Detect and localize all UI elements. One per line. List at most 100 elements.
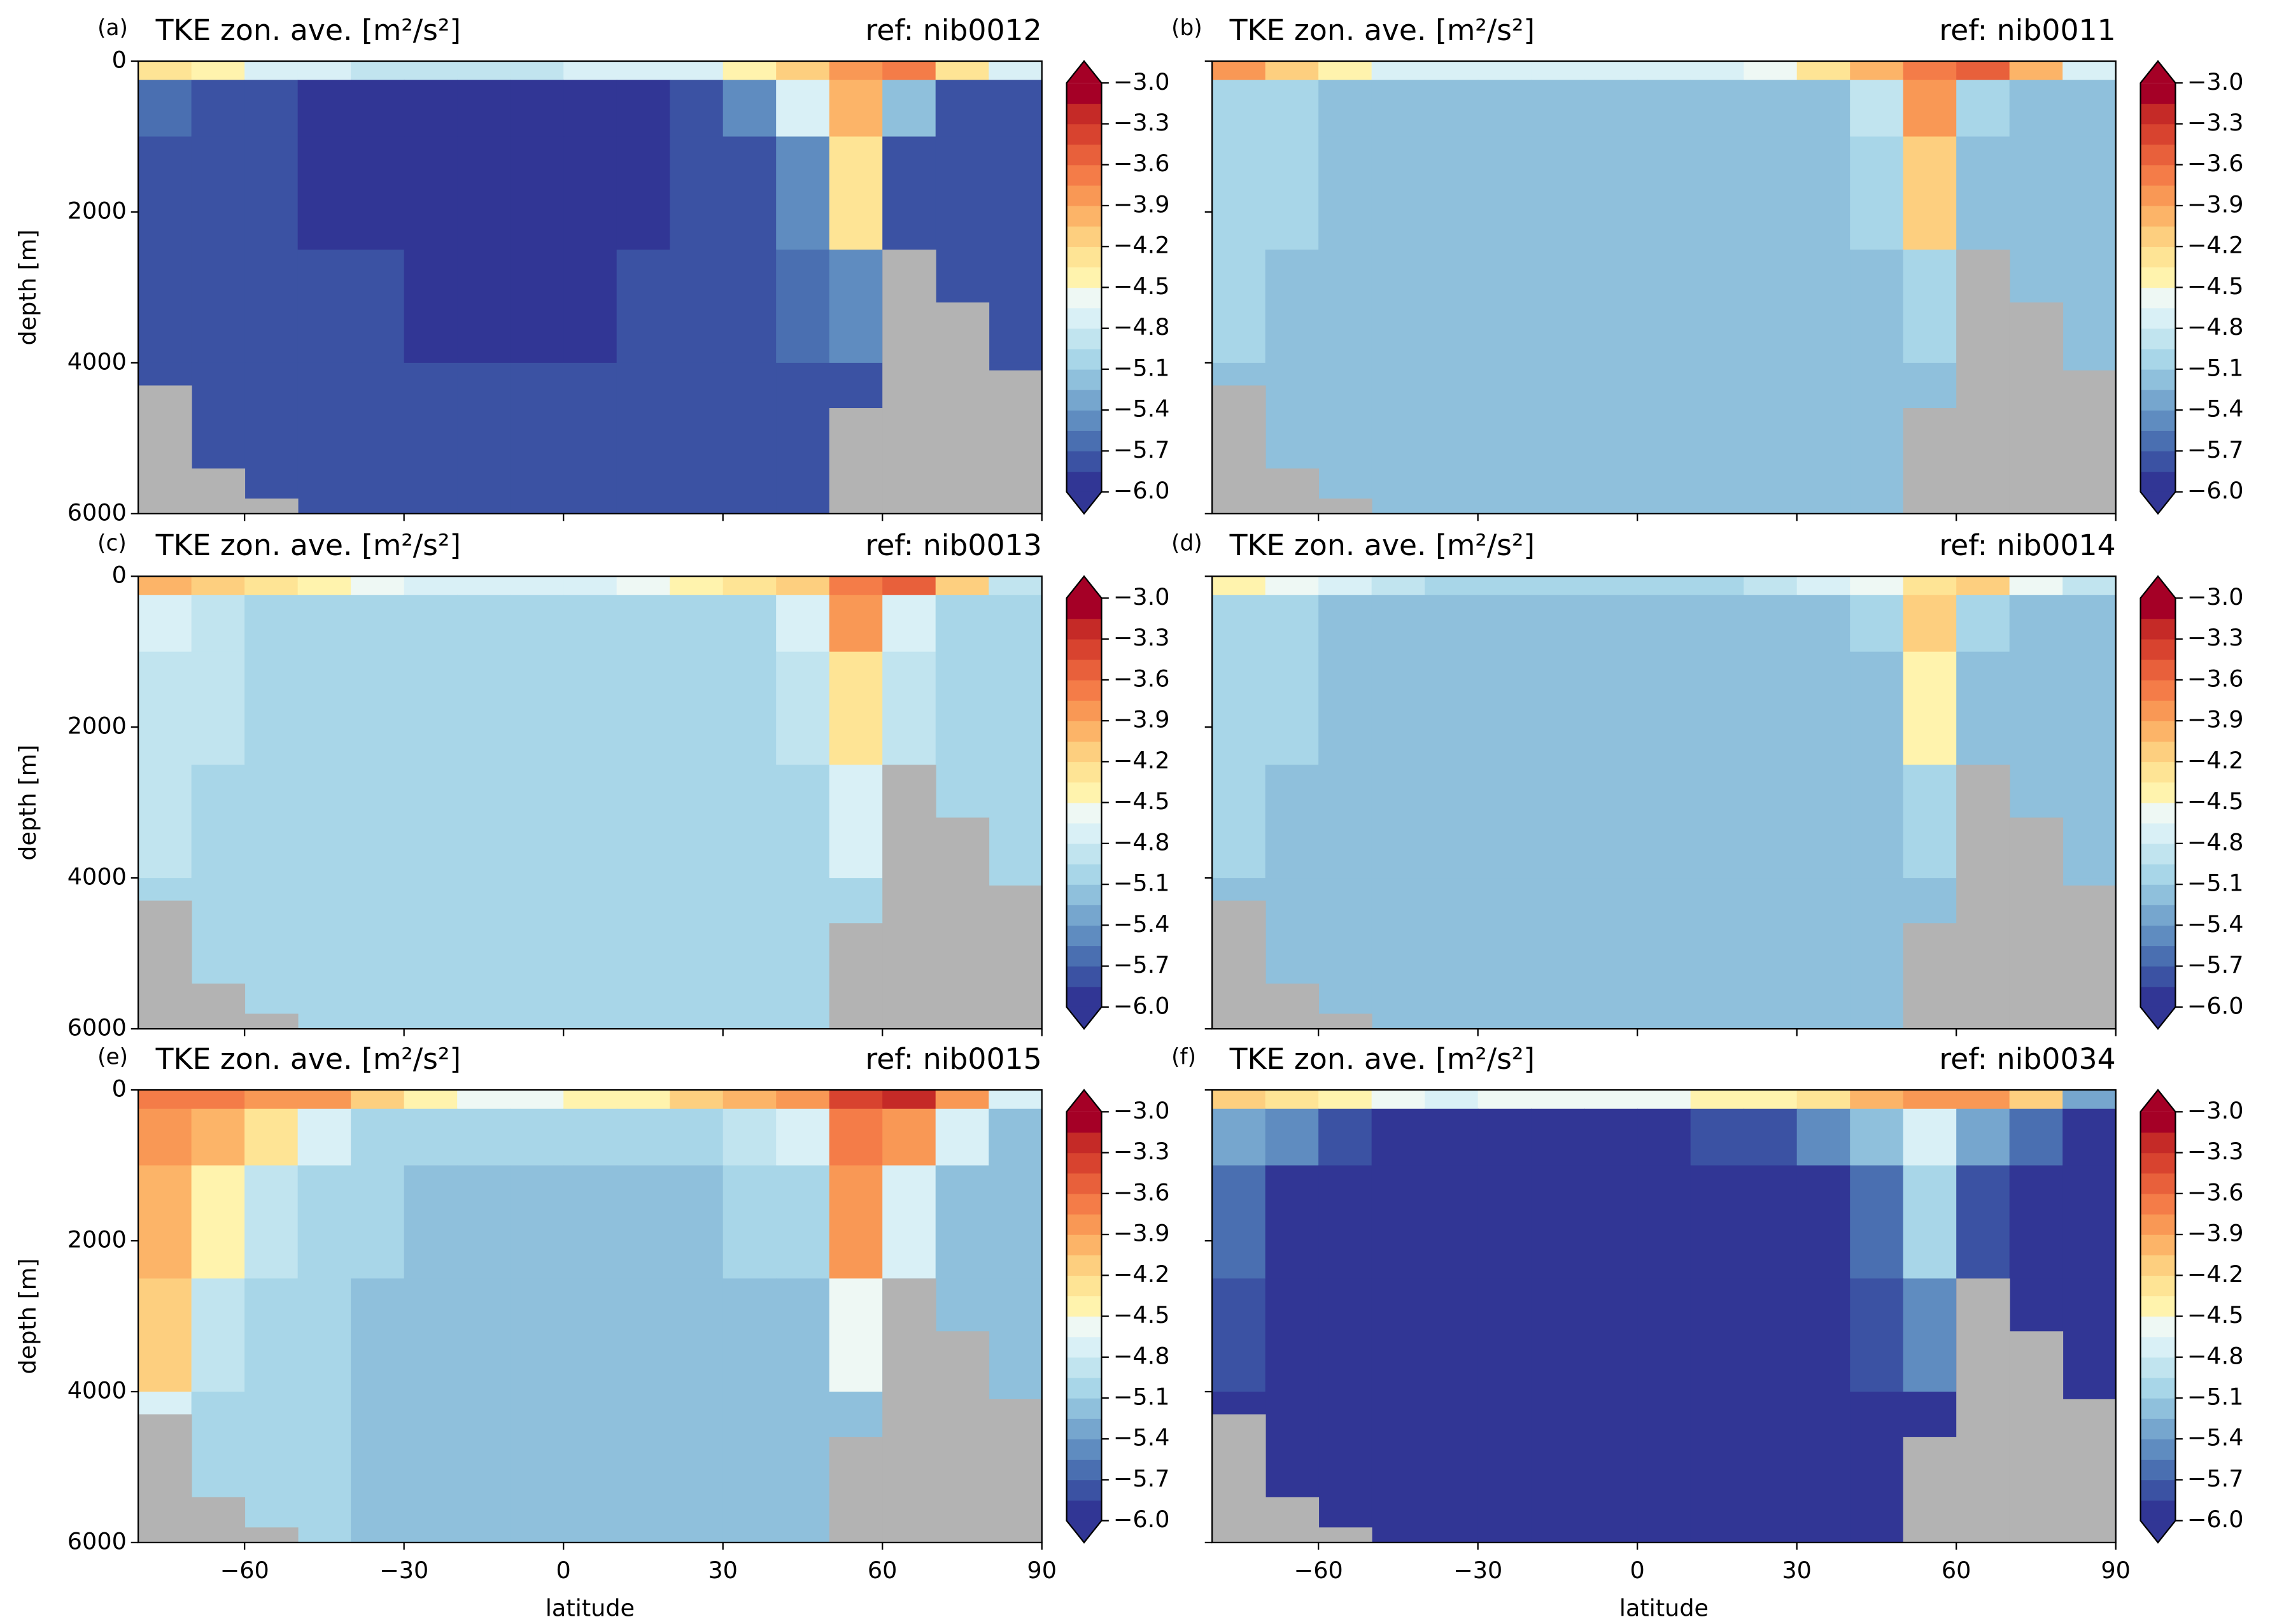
- heatmap-cell: [1531, 595, 1585, 653]
- colorbar-segment: [1066, 823, 1102, 844]
- heatmap-cell: [1531, 1108, 1585, 1166]
- land: [829, 923, 884, 1029]
- heatmap-cell: [563, 1108, 617, 1166]
- heatmap-cell: [1425, 1278, 1479, 1392]
- colorbar-segment: [1066, 390, 1102, 411]
- heatmap-cell: [1850, 765, 1904, 879]
- heatmap-cell: [510, 80, 565, 138]
- heatmap-cell: [191, 1108, 246, 1166]
- colorbar-segment: [1066, 1500, 1102, 1522]
- heatmap-cell: [351, 1090, 405, 1110]
- heatmap-cell: [989, 651, 1043, 766]
- heatmap-cell: [1477, 1165, 1532, 1280]
- heatmap-cell: [1850, 61, 1904, 81]
- colorbar-segment: [1066, 1296, 1102, 1317]
- heatmap-cell: [2062, 250, 2117, 364]
- heatmap-cell: [1265, 250, 1320, 364]
- heatmap-cell: [2009, 136, 2064, 251]
- panel-ref: ref: nib0012: [865, 13, 1041, 47]
- heatmap-cell: [1212, 61, 1266, 81]
- colorbar-tick-label: −3.0: [2187, 68, 2244, 95]
- heatmap-cell: [244, 1392, 299, 1543]
- land: [244, 1013, 299, 1029]
- heatmap-cell: [616, 576, 671, 596]
- colorbar-segment: [1066, 986, 1102, 1008]
- colorbar-segment: [2140, 1418, 2176, 1439]
- heatmap-cell: [1744, 250, 1798, 364]
- x-tick-label: 0: [1630, 1557, 1645, 1584]
- colorbar-segment: [2140, 1459, 2176, 1481]
- panel: 0 2000 4000 6000 depth [m] (a) TKE zon. ave. […: [14, 13, 1169, 526]
- heatmap-cell: [1690, 595, 1745, 653]
- heatmap-cell: [935, 136, 990, 251]
- heatmap-cell: [1637, 1278, 1691, 1392]
- colorbar-extend-top: [2140, 576, 2176, 598]
- heatmap-cell: [457, 1165, 511, 1280]
- heatmap-cell: [1584, 1165, 1639, 1280]
- y-tick-label: 2000: [67, 712, 127, 740]
- colorbar-tick-label: −4.8: [2187, 313, 2244, 341]
- land: [935, 817, 990, 1029]
- colorbar-segment: [1066, 369, 1102, 390]
- land: [191, 1497, 246, 1543]
- heatmap-cell: [1425, 250, 1479, 364]
- colorbar-segment: [2140, 246, 2176, 268]
- heatmap-cell: [1531, 1278, 1585, 1392]
- heatmap-cell: [2009, 61, 2064, 81]
- heatmap-cell: [670, 61, 724, 81]
- colorbar-segment: [1066, 1377, 1102, 1399]
- colorbar-tick-label: −3.9: [2187, 1220, 2244, 1247]
- heatmap-cell: [1212, 136, 1266, 251]
- heatmap-cell: [138, 765, 192, 879]
- heatmap-cell: [1850, 1392, 1904, 1543]
- colorbar-segment: [2140, 1357, 2176, 1378]
- heatmap-cell: [1690, 61, 1745, 81]
- heatmap-cell: [1265, 1278, 1320, 1392]
- heatmap-cell: [138, 136, 192, 251]
- y-tick-label: 0: [112, 561, 127, 589]
- colorbar-segment: [1066, 761, 1102, 783]
- land: [2062, 885, 2117, 1029]
- heatmap-cell: [1903, 1108, 1957, 1166]
- heatmap-cell: [297, 878, 352, 1030]
- heatmap-cell: [351, 136, 405, 251]
- colorbar-extend-top: [2140, 61, 2176, 83]
- heatmap-cell: [1637, 1165, 1691, 1280]
- heatmap-cell: [1796, 362, 1851, 514]
- colorbar-tick-label: −6.0: [1113, 992, 1170, 1019]
- heatmap-cell: [1584, 136, 1639, 251]
- colorbar-tick-label: −5.4: [2187, 1424, 2244, 1451]
- x-tick-label: 90: [2101, 1557, 2131, 1584]
- colorbar-segment: [1066, 205, 1102, 227]
- heatmap-cell: [829, 1165, 884, 1280]
- heatmap-cell: [723, 651, 777, 766]
- colorbar-tick-label: −5.1: [2187, 870, 2244, 897]
- heatmap-cell: [616, 651, 671, 766]
- colorbar-segment: [2140, 430, 2176, 452]
- y-tick-label: 4000: [67, 863, 127, 891]
- colorbar-extend-top: [1066, 576, 1102, 598]
- heatmap-cell: [1637, 1392, 1691, 1543]
- heatmap-cell: [563, 61, 617, 81]
- colorbar-extend-bottom: [2140, 1006, 2176, 1029]
- colorbar-segment: [2140, 348, 2176, 370]
- heatmap-cell: [1850, 595, 1904, 653]
- heatmap-cell: [297, 61, 352, 81]
- heatmap-cell: [457, 250, 511, 364]
- colorbar-tick-label: −5.4: [2187, 395, 2244, 423]
- heatmap-cell: [1531, 80, 1585, 138]
- x-tick-label: −60: [1294, 1557, 1343, 1584]
- colorbar-segment: [2140, 124, 2176, 145]
- colorbar-segment: [2140, 1173, 2176, 1194]
- heatmap-cell: [351, 595, 405, 653]
- heatmap-cell: [1318, 362, 1372, 514]
- heatmap-cell: [510, 1090, 565, 1110]
- heatmap-cell: [1265, 765, 1320, 879]
- heatmap-cell: [1690, 576, 1745, 596]
- heatmap-cell: [404, 1108, 458, 1166]
- colorbar-tick-label: −4.2: [1113, 1260, 1170, 1288]
- heatmap-cell: [351, 765, 405, 879]
- land: [1212, 1414, 1266, 1543]
- land: [191, 984, 246, 1029]
- heatmap-cell: [829, 136, 884, 251]
